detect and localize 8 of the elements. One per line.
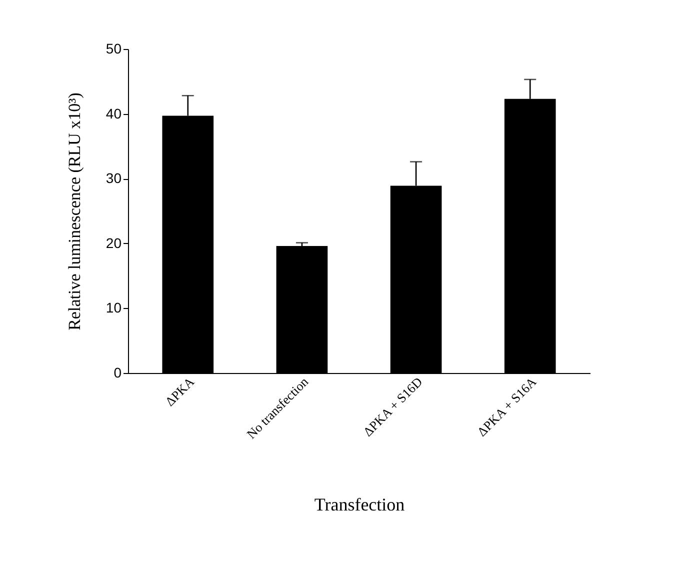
- y-axis-title: Relative luminescence (RLU x10³): [64, 92, 84, 330]
- y-tick-label: 40: [106, 105, 122, 122]
- y-tick-label: 0: [114, 364, 122, 380]
- y-tick-label: 20: [106, 234, 122, 251]
- y-tick-label: 50: [106, 40, 122, 56]
- y-tick-label: 10: [106, 300, 122, 316]
- x-axis-title: Transfection: [314, 494, 405, 515]
- y-tick-label: 30: [106, 170, 122, 186]
